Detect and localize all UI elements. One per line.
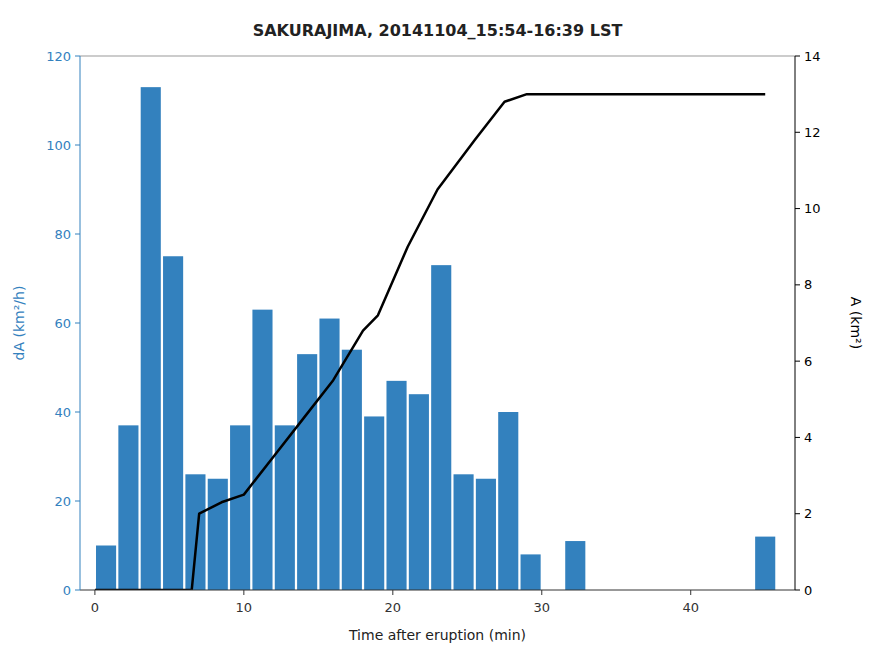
bar [163,256,183,590]
y-tick [75,412,80,413]
line [95,94,765,590]
bar [342,350,362,590]
y2-tick [795,284,800,285]
y-tick-label: 80 [54,227,71,242]
bar [386,381,406,590]
x-axis-label: Time after eruption (min) [348,627,526,643]
y2-tick-label: 4 [804,430,812,445]
chart: 0 10 20 30 40 0 20 40 60 80 100 120 0 2 4 6 8 10 12 14 SAKUR… [0,0,875,656]
y-tick [75,501,80,502]
y2-tick [795,56,800,57]
bar [521,554,541,590]
bar [208,479,228,590]
y-tick [75,590,80,591]
bar [96,546,116,591]
y2-tick [795,208,800,209]
y-tick [75,145,80,146]
bar [409,394,429,590]
plot-area [95,87,775,590]
bar [364,416,384,590]
x-tick-label: 20 [385,600,402,615]
y2-tick-label: 2 [804,506,812,521]
y2-tick-label: 0 [804,583,812,598]
x-tick-label: 30 [533,600,550,615]
y-axis-label: dA (km²/h) [11,286,27,361]
y-tick-label: 60 [54,316,71,331]
y2-tick [795,513,800,514]
x-tick-label: 40 [682,600,699,615]
bar [454,474,474,590]
x-tick-label: 0 [91,600,99,615]
x-tick [94,590,95,595]
bar [498,412,518,590]
x-tick [541,590,542,595]
top-frame-line [80,56,795,57]
y-tick-label: 0 [63,583,71,598]
x-tick [690,590,691,595]
bar [431,265,451,590]
y-tick-label: 120 [46,49,71,64]
bar [141,87,161,590]
y2-tick [795,590,800,591]
title: SAKURAJIMA, 20141104_15:54-16:39 LST [253,21,623,40]
bar [118,425,138,590]
bar [565,541,585,590]
y-tick-label: 20 [54,494,71,509]
y2-tick [795,132,800,133]
x-axis-line [80,590,795,591]
bar [185,474,205,590]
y2-axis-line [795,56,796,590]
y-tick [75,234,80,235]
y2-tick-label: 14 [804,49,821,64]
x-tick-label: 10 [236,600,253,615]
y2-tick [795,361,800,362]
bar [252,310,272,590]
bar [476,479,496,590]
y-tick [75,56,80,57]
y2-tick-label: 12 [804,125,821,140]
y2-tick-label: 6 [804,354,812,369]
bar [230,425,250,590]
y2-tick [795,437,800,438]
y-tick-label: 100 [46,138,71,153]
y2-tick-label: 10 [804,201,821,216]
y2-axis-label: A (km²) [848,297,864,349]
x-tick [392,590,393,595]
y-tick-label: 40 [54,405,71,420]
bar [297,354,317,590]
x-tick [243,590,244,595]
bar [319,319,339,590]
bar [755,537,775,590]
y2-tick-label: 8 [804,277,812,292]
y-tick [75,323,80,324]
